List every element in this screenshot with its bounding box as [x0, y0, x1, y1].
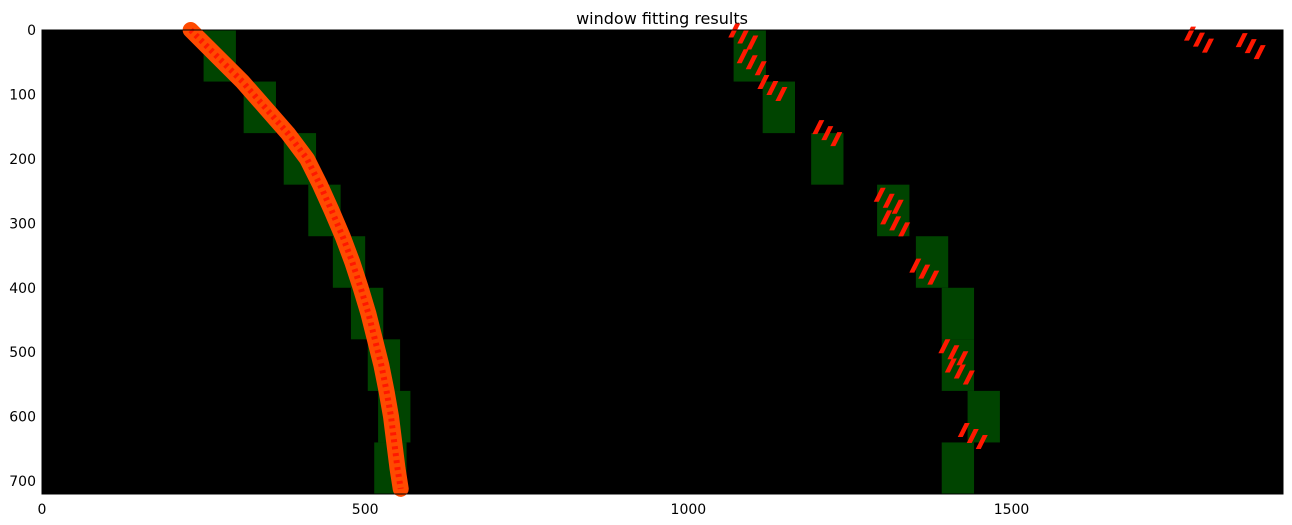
right-lane-patch-2	[757, 75, 788, 101]
fit-window-9	[733, 30, 766, 82]
right-lane-patch-8	[944, 358, 975, 385]
left-lane-edge	[188, 27, 404, 490]
right-lane-patch-9	[957, 423, 988, 449]
x-tick-label-2: 1000	[671, 502, 707, 518]
fit-window-17	[941, 442, 975, 494]
y-tick-label-4: 400	[9, 281, 36, 297]
x-tick-label-3: 1500	[994, 502, 1030, 518]
ticks-layer: 0 500 1000 1500 0 100 200 300 400 500 600 700	[9, 23, 1283, 518]
right-lane-patch-6	[909, 258, 940, 285]
plot-area	[42, 22, 1283, 497]
plot-frame	[41, 29, 1284, 495]
fit-window-11	[811, 133, 844, 185]
fit-window-14	[941, 287, 975, 340]
right-lane-patch-1	[736, 49, 767, 76]
y-tick-label-7: 700	[9, 474, 36, 490]
right-lane-patch-11	[1235, 33, 1266, 60]
y-tick-label-3: 300	[9, 216, 36, 232]
right-lane-patch-3	[812, 120, 843, 147]
y-tick-label-5: 500	[9, 345, 36, 361]
lanes-layer	[182, 22, 1266, 497]
image-background	[42, 30, 1283, 494]
x-tick-label-0: 0	[38, 502, 47, 518]
chart-title: window fitting results	[576, 9, 748, 28]
right-lane-patch-7	[938, 339, 969, 366]
y-tick-label-0: 0	[27, 23, 36, 39]
fit-window-10	[762, 81, 796, 134]
y-tick-label-2: 200	[9, 152, 36, 168]
right-lane-patch-4	[873, 187, 904, 214]
x-tick-label-1: 500	[352, 502, 379, 518]
y-tick-label-6: 600	[9, 410, 36, 426]
right-lane-patch-5	[880, 210, 911, 237]
y-tick-label-1: 100	[9, 87, 36, 103]
